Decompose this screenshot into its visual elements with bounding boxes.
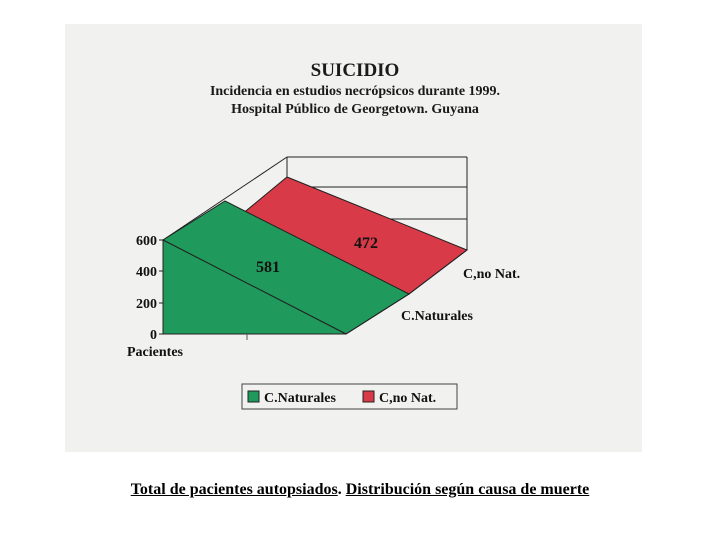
floor-depth-edge [345, 293, 410, 335]
legend-label-c-naturales: C.Naturales [264, 391, 336, 406]
chart-svg: SUICIDIO Incidencia en estudios necrópsi… [127, 60, 520, 410]
y-tick-label-600: 600 [136, 234, 157, 249]
chart-scan-area: SUICIDIO Incidencia en estudios necrópsi… [65, 24, 642, 452]
y-tick-label-400: 400 [136, 265, 157, 280]
y-tick-label-0: 0 [150, 328, 157, 343]
chart-title: SUICIDIO [311, 60, 400, 81]
depth-label-c-naturales: C.Naturales [401, 309, 473, 324]
caption-part-2: Distribución según causa de muerte [345, 481, 590, 498]
depth-label-c-no-nat: C,no Nat. [463, 267, 520, 282]
y-axis-label: Pacientes [127, 345, 184, 360]
caption-part-1: Total de pacientes autopsiados [130, 481, 338, 498]
legend: C.Naturales C,no Nat. [241, 383, 458, 410]
data-label-c-naturales: 581 [256, 259, 280, 276]
caption-separator: . [337, 481, 346, 498]
legend-label-c-no-nat: C,no Nat. [379, 391, 436, 406]
back-wall-top-edge [162, 156, 288, 241]
figure-caption: Total de pacientes autopsiados. Distribu… [0, 481, 720, 499]
data-label-c-no-nat: 472 [354, 235, 378, 252]
chart-subtitle-line-1: Incidencia en estudios necrópsicos duran… [210, 84, 500, 99]
floor-depth-edge-2 [408, 249, 468, 295]
chart-subtitle-line-2: Hospital Público de Georgetown. Guyana [231, 102, 479, 117]
legend-swatch-c-no-nat [362, 390, 375, 403]
y-tick-label-200: 200 [136, 297, 157, 312]
legend-swatch-c-naturales [247, 390, 260, 403]
legend-box [241, 383, 458, 410]
